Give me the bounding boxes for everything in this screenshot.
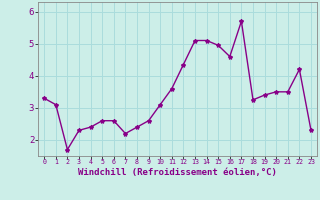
X-axis label: Windchill (Refroidissement éolien,°C): Windchill (Refroidissement éolien,°C) — [78, 168, 277, 177]
